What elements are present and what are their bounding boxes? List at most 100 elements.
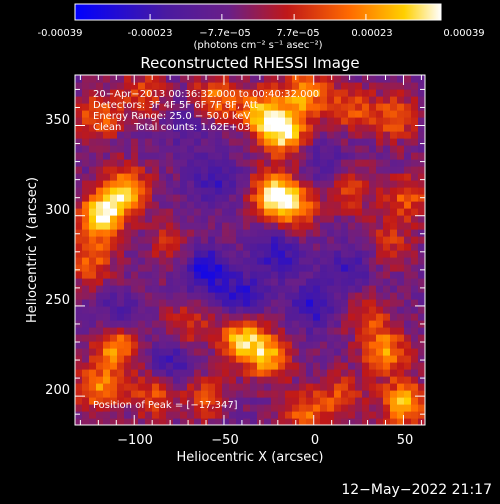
heatmap-cell <box>166 264 174 272</box>
heatmap-cell <box>341 369 349 377</box>
heatmap-cell <box>320 271 328 279</box>
heatmap-cell <box>194 348 202 356</box>
heatmap-cell <box>194 82 202 90</box>
heatmap-cell <box>243 411 251 419</box>
heatmap-cell <box>124 145 132 153</box>
heatmap-cell <box>355 110 363 118</box>
heatmap-cell <box>124 215 132 223</box>
heatmap-cell <box>131 376 139 384</box>
heatmap-cell <box>257 145 265 153</box>
heatmap-cell <box>222 103 230 111</box>
heatmap-cell <box>299 236 307 244</box>
heatmap-cell <box>215 243 223 251</box>
heatmap-cell <box>341 334 349 342</box>
heatmap-cell <box>138 411 146 419</box>
heatmap-cell <box>236 292 244 300</box>
heatmap-cell <box>313 257 321 265</box>
heatmap-cell <box>306 348 314 356</box>
heatmap-cell <box>75 180 83 188</box>
heatmap-cell <box>327 383 335 391</box>
heatmap-cell <box>180 75 188 83</box>
heatmap-cell <box>257 278 265 286</box>
heatmap-cell <box>271 271 279 279</box>
heatmap-cell <box>404 271 412 279</box>
heatmap-cell <box>404 285 412 293</box>
heatmap-cell <box>313 110 321 118</box>
heatmap-cell <box>229 285 237 293</box>
heatmap-cell <box>208 250 216 258</box>
heatmap-cell <box>355 215 363 223</box>
heatmap-cell <box>89 292 97 300</box>
heatmap-cell <box>166 327 174 335</box>
heatmap-cell <box>75 404 83 412</box>
heatmap-cell <box>327 117 335 125</box>
heatmap-cell <box>131 250 139 258</box>
heatmap-cell <box>355 418 363 425</box>
heatmap-cell <box>341 75 349 83</box>
heatmap-cell <box>250 390 258 398</box>
heatmap-cell <box>271 124 279 132</box>
heatmap-cell <box>166 201 174 209</box>
heatmap-cell <box>82 327 90 335</box>
heatmap-cell <box>215 75 223 83</box>
heatmap-cell <box>376 362 384 370</box>
heatmap-cell <box>383 103 391 111</box>
heatmap-cell <box>103 313 111 321</box>
heatmap-cell <box>390 355 398 363</box>
heatmap-cell <box>271 243 279 251</box>
heatmap-cell <box>411 292 419 300</box>
heatmap-cell <box>173 411 181 419</box>
y-tick-label-1: 250 <box>45 293 70 308</box>
heatmap-cell <box>411 180 419 188</box>
heatmap-cell <box>208 159 216 167</box>
heatmap-cell <box>257 320 265 328</box>
heatmap-cell <box>250 110 258 118</box>
heatmap-cell <box>397 334 405 342</box>
heatmap-cell <box>327 404 335 412</box>
heatmap-cell <box>89 89 97 97</box>
heatmap-cell <box>89 278 97 286</box>
heatmap-cell <box>243 201 251 209</box>
heatmap-cell <box>362 285 370 293</box>
heatmap-cell <box>285 194 293 202</box>
heatmap-cell <box>229 173 237 181</box>
heatmap-cell <box>418 348 425 356</box>
heatmap-cell <box>292 243 300 251</box>
heatmap-cell <box>89 250 97 258</box>
heatmap-cell <box>404 313 412 321</box>
heatmap-cell <box>285 180 293 188</box>
heatmap-cell <box>194 306 202 314</box>
heatmap-cell <box>124 306 132 314</box>
heatmap-cell <box>271 96 279 104</box>
heatmap-cell <box>369 75 377 83</box>
heatmap-cell <box>222 320 230 328</box>
heatmap-cell <box>313 320 321 328</box>
heatmap-cell <box>82 110 90 118</box>
heatmap-cell <box>187 369 195 377</box>
heatmap-cell <box>299 117 307 125</box>
heatmap-cell <box>320 320 328 328</box>
heatmap-cell <box>334 166 342 174</box>
heatmap-cell <box>124 327 132 335</box>
heatmap-cell <box>362 397 370 405</box>
heatmap-cell <box>383 173 391 181</box>
heatmap-cell <box>208 418 216 425</box>
heatmap-cell <box>243 124 251 132</box>
heatmap-cell <box>320 327 328 335</box>
heatmap-cell <box>166 89 174 97</box>
heatmap-cell <box>103 292 111 300</box>
heatmap-cell <box>89 194 97 202</box>
heatmap-cell <box>194 271 202 279</box>
heatmap-cell <box>250 341 258 349</box>
heatmap-cell <box>355 201 363 209</box>
heatmap-cell <box>194 208 202 216</box>
heatmap-cell <box>341 110 349 118</box>
heatmap-cell <box>117 201 125 209</box>
heatmap-cell <box>418 152 425 160</box>
heatmap-cell <box>376 369 384 377</box>
heatmap-cell <box>390 236 398 244</box>
heatmap-cell <box>201 82 209 90</box>
heatmap-cell <box>285 306 293 314</box>
heatmap-cell <box>173 194 181 202</box>
heatmap-cell <box>138 306 146 314</box>
